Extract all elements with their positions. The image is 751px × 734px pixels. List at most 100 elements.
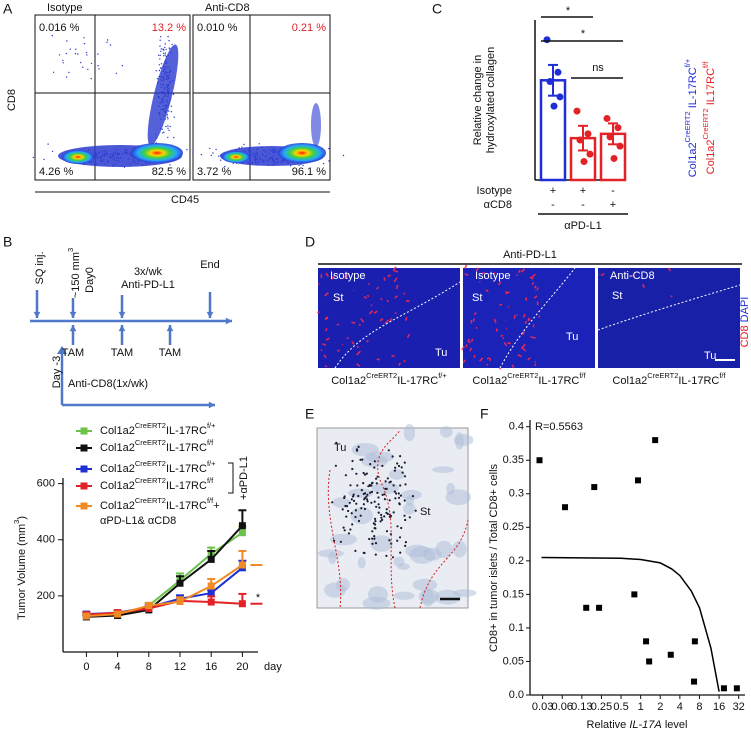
cd8-signal <box>475 267 480 272</box>
event <box>65 52 68 55</box>
cd8-signal <box>641 283 646 288</box>
cd8-cell <box>373 500 376 503</box>
cd8-signal <box>393 277 398 283</box>
cd8-cell <box>357 445 360 448</box>
event <box>69 48 72 50</box>
region-label: Tu <box>435 347 447 359</box>
event <box>209 147 211 150</box>
cd8-cell <box>378 506 381 509</box>
text-part: 3 <box>66 248 75 252</box>
cd8-signal <box>393 270 399 273</box>
cd8-cell <box>400 466 403 469</box>
cd8-cell <box>403 514 406 517</box>
cd8-signal <box>330 275 335 280</box>
event <box>75 48 77 50</box>
cd8-cell <box>345 515 348 518</box>
event <box>58 54 61 56</box>
axis-label: Relative IL-17A level <box>587 719 688 731</box>
cd8-signal <box>499 367 502 370</box>
cd8-cell <box>385 487 388 490</box>
panel-header: Anti-PD-L1 <box>503 249 557 261</box>
cd8-signal <box>530 335 534 339</box>
tissue <box>317 549 344 558</box>
text-part: Relative <box>587 719 630 731</box>
event <box>328 147 330 150</box>
event <box>302 164 304 167</box>
cd8-cell <box>400 526 403 530</box>
text-part: Col1a2 <box>612 375 647 387</box>
image-caption: Col1a2CreERT2IL-17RCf/f <box>472 371 586 386</box>
text-part: f/+ <box>207 459 216 468</box>
series-line <box>86 567 244 616</box>
text-part: f/f <box>579 371 586 380</box>
cd8-signal <box>503 341 508 347</box>
cd8-cell <box>399 484 402 487</box>
y-tick-label: 0.3 <box>509 488 524 500</box>
cd8-signal <box>533 295 538 299</box>
data-point <box>207 555 215 563</box>
cd8-cell <box>404 544 407 548</box>
cd8-cell <box>359 514 362 517</box>
region-label: St <box>420 506 430 518</box>
tissue <box>452 540 467 558</box>
region-label: St <box>333 292 343 304</box>
cd8-cell <box>397 464 401 468</box>
event <box>167 136 169 139</box>
event <box>220 159 222 161</box>
event <box>74 53 77 55</box>
arrowhead <box>118 311 126 318</box>
cd8-signal <box>403 359 406 363</box>
timeline-label: TAM <box>111 347 133 359</box>
cd8-cell <box>373 537 376 540</box>
panel-label: D <box>305 234 315 250</box>
data-point <box>550 102 558 110</box>
event <box>328 160 330 162</box>
significance: * <box>566 5 571 17</box>
cd8-signal <box>363 295 368 299</box>
series-line <box>86 525 244 618</box>
plot-title: Isotype <box>47 2 82 14</box>
text-part: IL-17RC <box>687 67 699 111</box>
legend-entry: αPD-L1& αCD8 <box>100 515 176 527</box>
event <box>167 118 169 120</box>
event <box>160 50 162 52</box>
data-point <box>238 522 246 530</box>
data-point <box>576 136 584 144</box>
quadrant-value: 4.26 % <box>39 166 73 178</box>
cd8-cell <box>393 469 396 472</box>
text-part: Col1a2 <box>472 375 507 387</box>
axis-label: CD45 <box>171 194 199 206</box>
cd8-cell <box>396 525 399 528</box>
cd8-signal <box>531 282 535 285</box>
legend-entry: Col1a2CreERT2 IL-17RCf/+ <box>683 58 698 177</box>
panel-label: C <box>432 1 442 17</box>
cd8-signal <box>534 360 537 364</box>
cd8-signal <box>343 274 348 279</box>
treatment-label: Isotype <box>477 185 512 197</box>
population <box>131 143 183 163</box>
event <box>162 132 164 134</box>
tissue <box>403 424 416 442</box>
event <box>186 149 188 151</box>
quadrant-value: 96.1 % <box>292 166 326 178</box>
cd8-cell <box>395 492 398 495</box>
data-point <box>238 600 246 608</box>
cd8-signal <box>346 336 349 340</box>
tissue <box>445 489 472 506</box>
cd8-cell <box>352 499 356 502</box>
text-part: IL-17RC <box>166 463 207 475</box>
data-point <box>82 612 90 620</box>
legend-entry: Col1a2CreERT2IL-17RCf/+ <box>100 459 216 474</box>
tissue <box>357 556 366 569</box>
cd8-signal <box>538 315 541 318</box>
legend-marker <box>80 502 88 510</box>
axis-label: CD8+ in tumor islets / Total CD8+ cells <box>488 463 500 652</box>
data-point <box>580 158 588 166</box>
cd8-cell <box>368 483 371 487</box>
cd8-signal <box>470 338 474 342</box>
cd8-cell <box>363 551 366 555</box>
event <box>164 46 166 49</box>
cd8-cell <box>351 495 355 498</box>
flow-frame <box>34 14 191 181</box>
data-point <box>114 610 122 618</box>
